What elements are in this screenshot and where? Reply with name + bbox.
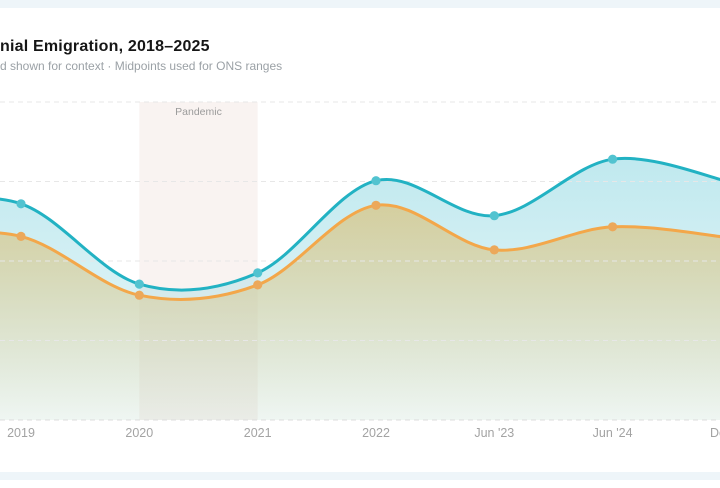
pandemic-band-label: Pandemic — [175, 106, 222, 118]
x-tick-label: 2020 — [125, 426, 153, 440]
orange-series-data-point[interactable] — [489, 245, 499, 255]
page-background-top-strip — [0, 0, 720, 8]
x-tick-label: 2021 — [244, 426, 272, 440]
teal-series-data-point[interactable] — [608, 154, 618, 164]
teal-series-line — [0, 156, 720, 292]
chart-title: nial Emigration, 2018–2025 — [0, 38, 210, 55]
orange-series-line — [0, 203, 720, 301]
orange-series-data-point[interactable] — [371, 200, 381, 210]
orange-series-area — [0, 204, 720, 420]
teal-series-data-point[interactable] — [489, 211, 499, 221]
orange-series-data-point[interactable] — [608, 222, 618, 232]
chart-subtitle: d shown for context · Midpoints used for… — [0, 59, 283, 73]
page-background-bottom-strip — [0, 472, 720, 480]
teal-series-data-point[interactable] — [134, 279, 144, 289]
chart-card: Pandemic 2019 2020 2021 2022 Jun '23 Jun '24 De… — [0, 8, 720, 472]
orange-series-data-point[interactable] — [16, 231, 26, 241]
orange-series-data-point[interactable] — [253, 280, 263, 290]
teal-series-data-point[interactable] — [16, 199, 26, 209]
x-tick-label: Jun '23 — [474, 426, 514, 440]
orange-series-data-point[interactable] — [134, 290, 144, 300]
teal-series-data-point[interactable] — [371, 176, 381, 186]
x-tick-label: De — [710, 426, 720, 440]
emigration-area-chart[interactable]: Pandemic 2019 2020 2021 2022 Jun '23 Jun '24 De — [0, 8, 720, 488]
teal-series-data-point[interactable] — [253, 268, 263, 278]
x-tick-label: 2019 — [7, 426, 35, 440]
x-tick-label: 2022 — [362, 426, 390, 440]
x-tick-label: Jun '24 — [593, 426, 633, 440]
